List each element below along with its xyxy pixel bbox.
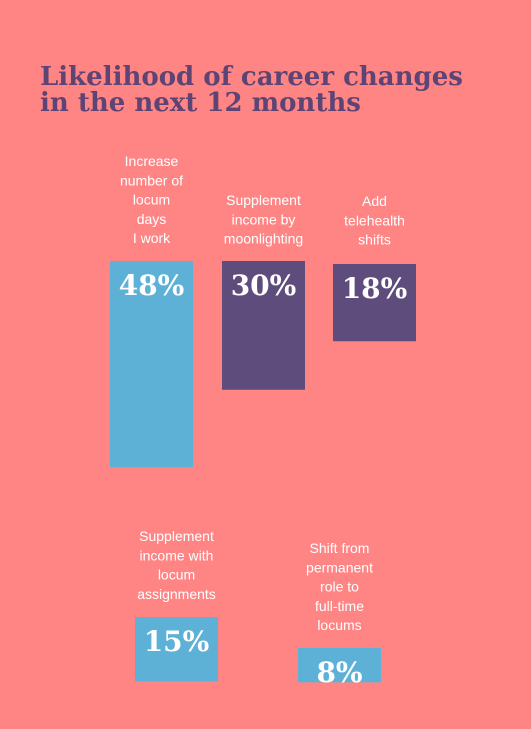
category-label-2-line-3: moonlighting [224,231,303,247]
bars-group: 48% Increase number of locum days I work 30% Su… [110,153,416,689]
category-label-1-line-5: I work [133,230,171,246]
bar-4 [135,617,218,682]
data-label-4: 15% [144,625,210,658]
chart-title-line-2: in the next 12 months [40,88,361,118]
category-label-1-line-2: number of [120,172,183,188]
category-label-3-line-3: shifts [358,232,391,248]
category-label-2-line-2: income by [232,211,296,227]
category-label-3-line-2: telehealth [344,212,405,228]
category-label-5-line-4: full-time [315,598,364,614]
data-label-1: 48% [119,269,185,302]
category-label-5-line-3: role to [320,579,359,595]
category-label-1-line-4: days [137,211,167,227]
bar-5 [298,648,381,683]
category-label-1-line-1: Increase [125,153,179,169]
category-label-2: Supplement income by moonlighting [224,192,303,247]
data-label-3: 18% [342,272,408,305]
bar-2 [222,261,305,390]
category-label-5-line-5: locums [317,617,361,633]
category-label-1-line-3: locum [133,192,170,208]
category-label-4-line-1: Supplement [139,528,214,544]
category-label-2-line-1: Supplement [226,192,301,208]
chart-title-line-1: Likelihood of career changes [40,62,463,92]
category-label-4-line-3: locum [158,567,195,583]
category-label-3-line-1: Add [362,193,387,209]
bar-1 [110,261,193,467]
category-label-1: Increase number of locum days I work [120,153,183,246]
bar-3 [333,264,416,342]
category-label-5-line-1: Shift from [310,540,370,556]
category-label-5: Shift from permanent role to full-time locum… [306,540,373,633]
data-label-5: 8% [316,656,362,689]
category-label-4-line-4: assignments [137,586,216,602]
category-label-4: Supplement income with locum assignments [137,528,216,602]
data-label-2: 30% [231,269,297,302]
category-label-3: Add telehealth shifts [344,193,405,248]
category-label-4-line-2: income with [140,547,214,563]
category-label-5-line-2: permanent [306,559,373,575]
